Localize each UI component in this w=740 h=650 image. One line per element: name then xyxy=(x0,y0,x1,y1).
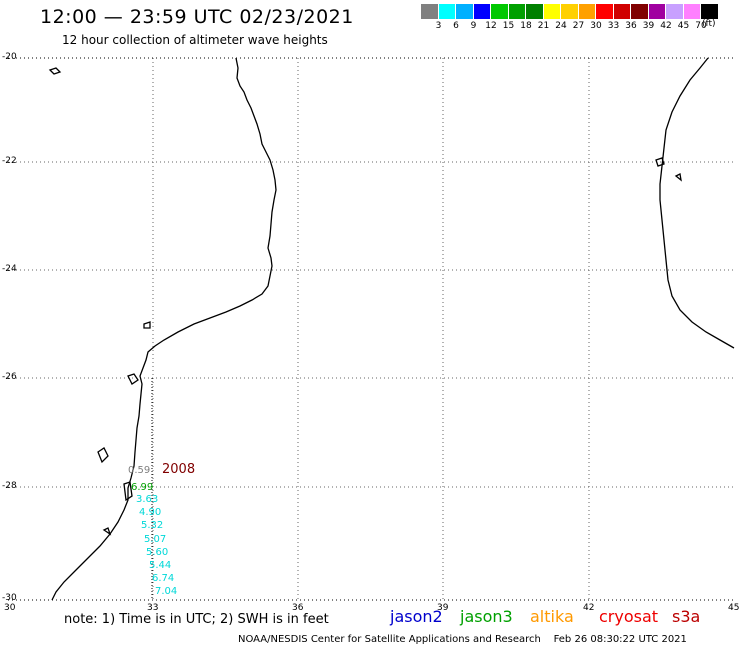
legend-unit: (ft) xyxy=(702,19,716,29)
swh-reading: 5.07 xyxy=(144,534,167,545)
legend-label: 42 xyxy=(660,21,672,31)
credit-line: NOAA/NESDIS Center for Satellite Applica… xyxy=(238,634,687,645)
legend-swatch xyxy=(596,4,614,19)
legend-label: 70 xyxy=(695,21,707,31)
legend-swatch xyxy=(631,4,649,19)
legend-swatch xyxy=(456,4,474,19)
swh-reading: 5.60 xyxy=(146,547,169,558)
legend-label: 15 xyxy=(502,21,515,31)
coastline-africa xyxy=(48,57,277,601)
credit-text: NOAA/NESDIS Center for Satellite Applica… xyxy=(238,634,541,645)
map-subtitle: 12 hour collection of altimeter wave hei… xyxy=(62,33,328,47)
lat-label: -24 xyxy=(2,264,17,274)
satellite-s3a: s3a xyxy=(672,607,701,626)
wave-height-legend: 3 6 9 12 15 18 21 24 27 30 33 36 39 42 45 70 xyxy=(421,4,719,33)
legend-swatch xyxy=(543,4,561,19)
lon-label: 45 xyxy=(728,603,740,613)
legend-swatch xyxy=(683,4,701,19)
legend-label: 33 xyxy=(607,21,620,31)
swh-reading: 3.63 xyxy=(136,494,159,505)
lon-label: 30 xyxy=(4,603,16,613)
legend-label: 45 xyxy=(677,21,690,31)
legend-swatch xyxy=(526,4,544,19)
coastline-madagascar xyxy=(655,57,735,349)
legend-swatch xyxy=(561,4,579,19)
lon-label: 36 xyxy=(292,603,304,613)
legend-swatch xyxy=(438,4,456,19)
legend-label: 27 xyxy=(572,21,585,31)
footer-note: note: 1) Time is in UTC; 2) SWH is in fe… xyxy=(64,612,329,627)
legend-label: 21 xyxy=(537,21,550,31)
swh-reading: 4.90 xyxy=(139,507,162,518)
legend-label: 3 xyxy=(435,21,442,31)
swh-reading: 6.99 xyxy=(131,482,154,493)
credit-timestamp: Feb 26 08:30:22 UTC 2021 xyxy=(553,634,687,645)
legend-label: 12 xyxy=(485,21,497,31)
legend-swatch xyxy=(578,4,596,19)
lat-label: -22 xyxy=(2,156,17,166)
year-annotation: 2008 xyxy=(162,462,196,477)
satellite-jason2: jason2 xyxy=(390,607,443,626)
legend-swatch xyxy=(508,4,526,19)
legend-label: 30 xyxy=(590,21,602,31)
lat-label: -28 xyxy=(2,481,17,491)
grid-lines xyxy=(8,58,734,600)
lat-label: -26 xyxy=(2,372,17,382)
swh-reading: 5.44 xyxy=(149,560,172,571)
swh-reading: 7.04 xyxy=(155,586,178,597)
legend-label: 36 xyxy=(625,21,637,31)
legend-swatch xyxy=(648,4,666,19)
frame-ticks xyxy=(8,57,734,601)
satellite-cryosat: cryosat xyxy=(599,607,659,626)
lon-label: 42 xyxy=(583,603,595,613)
legend-label: 39 xyxy=(642,21,655,31)
legend-label: 9 xyxy=(470,21,477,31)
legend-label: 6 xyxy=(453,21,459,31)
legend-swatch xyxy=(491,4,509,19)
lat-label: -30 xyxy=(2,593,17,603)
lon-label: 39 xyxy=(437,603,449,613)
legend-swatch xyxy=(613,4,631,19)
legend-label: 24 xyxy=(555,21,567,31)
legend-labels: 3 6 9 12 15 18 21 24 27 30 33 36 39 42 45 70 xyxy=(421,21,719,33)
legend-swatch xyxy=(473,4,491,19)
satellite-jason3: jason3 xyxy=(460,607,513,626)
legend-swatch xyxy=(701,4,719,19)
legend-swatch xyxy=(666,4,684,19)
legend-label: 18 xyxy=(520,21,532,31)
swh-reading: 0.59 xyxy=(128,465,151,476)
swh-reading: 5.32 xyxy=(141,520,164,531)
lon-label: 33 xyxy=(147,603,159,613)
satellite-altika: altika xyxy=(530,607,574,626)
map-title: 12:00 — 23:59 UTC 02/23/2021 xyxy=(40,6,354,28)
lat-label: -20 xyxy=(2,52,17,62)
swh-reading: 6.74 xyxy=(152,573,175,584)
legend-swatches xyxy=(421,4,719,19)
legend-swatch xyxy=(421,4,439,19)
